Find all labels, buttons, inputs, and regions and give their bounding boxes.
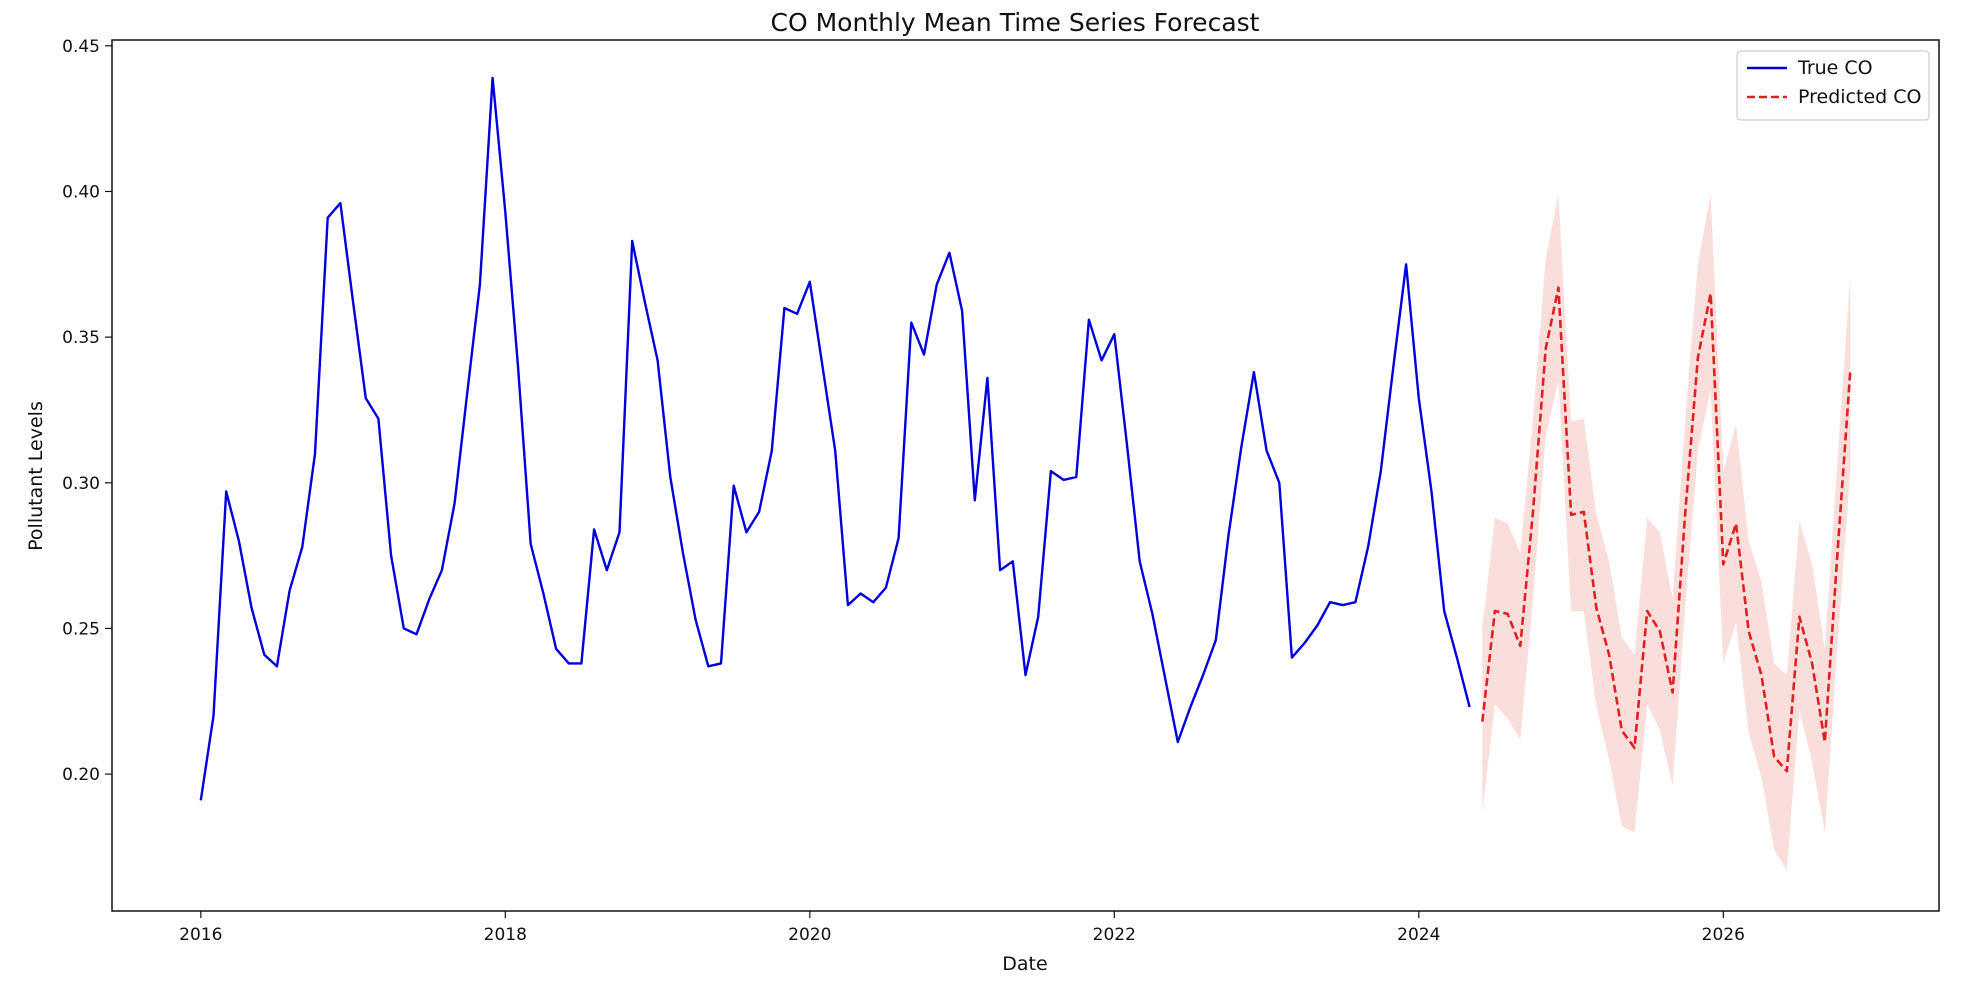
y-axis-ticks: 0.20 0.25 0.30 0.35 0.40 0.45	[62, 37, 112, 785]
x-tick-label: 2022	[1093, 925, 1136, 945]
legend-label-true-co: True CO	[1797, 57, 1873, 79]
legend-label-predicted-co: Predicted CO	[1798, 86, 1921, 108]
x-tick-label: 2020	[788, 925, 831, 945]
series-line-true-co	[199, 76, 1471, 801]
y-tick-label: 0.40	[62, 182, 100, 202]
y-tick-label: 0.45	[62, 37, 100, 57]
chart-title: CO Monthly Mean Time Series Forecast	[771, 8, 1260, 37]
series-line-predicted-co	[1481, 286, 1852, 773]
plot-border	[111, 39, 1940, 912]
x-tick-label: 2026	[1702, 925, 1745, 945]
x-axis-label: Date	[1002, 953, 1047, 975]
series-line-layer	[199, 76, 1852, 801]
y-tick-label: 0.35	[62, 328, 100, 348]
x-axis-ticks: 2016 2018 2020 2022 2024 2026	[179, 911, 1745, 945]
plot-frame	[112, 40, 1939, 911]
x-tick-label: 2024	[1397, 925, 1440, 945]
x-tick-label: 2018	[484, 925, 527, 945]
y-tick-label: 0.20	[62, 765, 100, 785]
plot-area	[111, 39, 1940, 912]
y-tick-label: 0.30	[62, 474, 100, 494]
prediction-interval-layer	[1482, 194, 1851, 871]
prediction-interval-band	[1482, 194, 1851, 871]
legend: True CO Predicted CO	[1736, 50, 1930, 121]
x-tick-label: 2016	[179, 925, 222, 945]
y-axis-label: Pollutant Levels	[25, 401, 47, 551]
y-tick-label: 0.25	[62, 619, 100, 639]
